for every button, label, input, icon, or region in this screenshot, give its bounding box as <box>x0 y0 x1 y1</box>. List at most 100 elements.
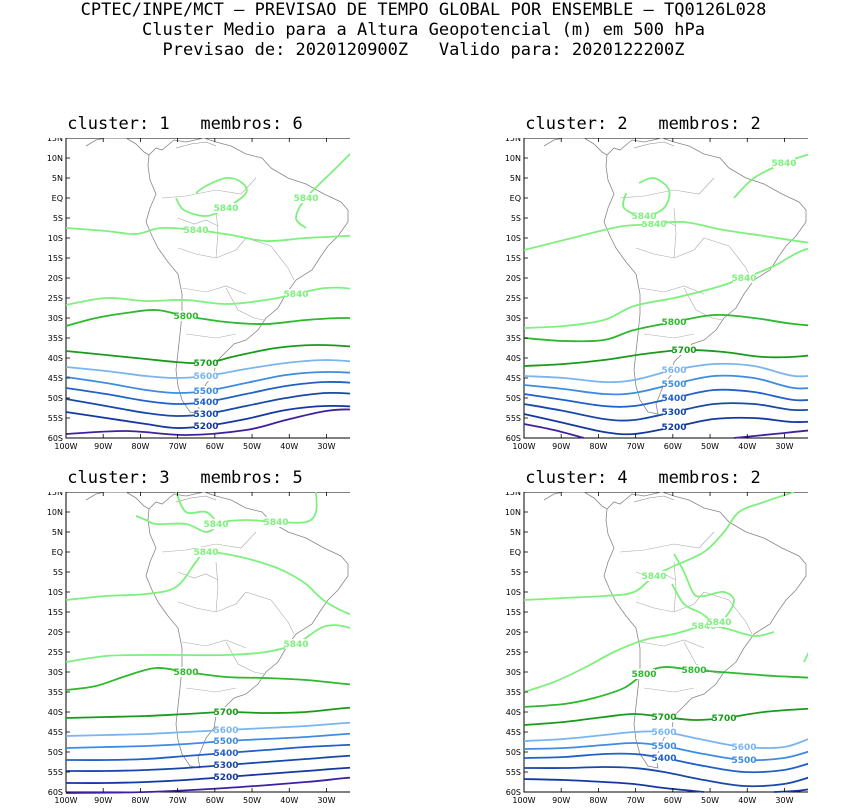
lat-label: 5N <box>52 528 63 537</box>
lon-label: 70W <box>627 442 645 451</box>
contour-label-5840: 5840 <box>731 274 756 284</box>
label-bg <box>175 311 197 321</box>
contour-label-5800: 5800 <box>661 318 686 328</box>
label-bg <box>195 421 217 431</box>
contour-label-5300: 5300 <box>213 761 238 771</box>
lat-label: 45S <box>48 728 63 737</box>
label-bg <box>733 273 755 283</box>
lat-label: 45S <box>48 374 63 383</box>
contour-label-5500: 5500 <box>193 387 218 397</box>
label-bg <box>215 203 237 213</box>
contour-label-5300: 5300 <box>193 410 218 420</box>
lat-label: 10S <box>506 588 521 597</box>
label-bg <box>663 407 685 417</box>
contour-5300 <box>523 766 808 788</box>
lon-label: 100W <box>54 796 77 805</box>
country-border <box>683 287 723 321</box>
label-bg <box>653 741 675 751</box>
label-bg <box>733 742 755 752</box>
lat-label: 10N <box>505 154 521 163</box>
contour-label-5840: 5840 <box>203 520 228 530</box>
lat-label: 55S <box>48 768 63 777</box>
contour-5840 <box>135 492 217 533</box>
lon-label: 40W <box>738 442 756 451</box>
lat-label: 20S <box>48 628 63 637</box>
lon-label: 100W <box>512 796 535 805</box>
contour-label-5500: 5500 <box>213 737 238 747</box>
contour-5840 <box>175 176 248 217</box>
contour-label-5800: 5800 <box>631 670 656 680</box>
contour-label-5700: 5700 <box>213 708 238 718</box>
label-bg <box>215 725 237 735</box>
contour-5840 <box>671 553 735 624</box>
contour-label-5500: 5500 <box>731 756 756 766</box>
lat-label: 5N <box>52 174 63 183</box>
label-bg <box>195 358 217 368</box>
lat-label: EQ <box>510 194 521 203</box>
country-border <box>673 561 677 613</box>
lon-label: 50W <box>701 796 719 805</box>
caribbean-outline <box>175 495 217 503</box>
lon-label: 30W <box>775 796 793 805</box>
south-america-outline <box>145 492 349 769</box>
lat-label: 10S <box>48 234 63 243</box>
contour-5840 <box>523 220 808 251</box>
contours <box>523 492 808 793</box>
lat-label: 30S <box>506 314 521 323</box>
lat-label: 15S <box>48 608 63 617</box>
lat-label: 55S <box>506 414 521 423</box>
label-bg <box>195 386 217 396</box>
contour-5800 <box>65 309 350 327</box>
contour-label-5500: 5500 <box>661 380 686 390</box>
panel-cluster-3: cluster: 3 membros: 5 5840 5840 5840 5840 58… <box>20 468 350 808</box>
contour-label-5840: 5840 <box>706 618 731 628</box>
lon-label: 80W <box>589 442 607 451</box>
lat-label: 50S <box>48 394 63 403</box>
central-america-outline <box>85 492 150 510</box>
label-bg <box>643 219 665 229</box>
lon-label: 100W <box>512 442 535 451</box>
contour-5100 <box>65 408 350 436</box>
country-border <box>619 177 715 199</box>
label-bg <box>773 158 795 168</box>
lat-label: 25S <box>48 294 63 303</box>
lat-label: EQ <box>510 548 521 557</box>
contour-5200 <box>773 788 808 793</box>
contour-5500 <box>523 374 808 396</box>
contour-label-5700: 5700 <box>651 713 676 723</box>
panel-title: cluster: 1 membros: 6 <box>67 114 303 134</box>
contour-label-5200: 5200 <box>193 422 218 432</box>
contour-5840 <box>523 492 795 601</box>
contour-5200 <box>65 405 350 429</box>
lat-label: 5S <box>511 568 521 577</box>
lon-label: 60W <box>206 796 224 805</box>
lat-label: 10N <box>505 508 521 517</box>
contour-5840 <box>65 286 350 306</box>
contour-5600 <box>523 362 808 384</box>
contour-label-5800: 5800 <box>173 312 198 322</box>
contour-label-5840: 5840 <box>263 518 288 528</box>
label-bg <box>673 345 695 355</box>
contour-label-5840: 5840 <box>691 622 716 632</box>
contour-5100 <box>733 429 808 439</box>
central-america-outline <box>543 492 608 510</box>
country-border <box>225 287 265 321</box>
country-border <box>245 237 295 281</box>
lon-label: 70W <box>627 796 645 805</box>
lat-label: 40S <box>48 708 63 717</box>
lat-label: 60S <box>48 434 63 443</box>
contour-label-5840: 5840 <box>641 572 666 582</box>
contour-label-5600: 5600 <box>651 728 676 738</box>
lat-label: 50S <box>506 394 521 403</box>
contour-5800 <box>523 665 808 708</box>
lon-label: 40W <box>280 442 298 451</box>
contour-5600 <box>65 359 350 379</box>
lat-label: 5N <box>510 528 521 537</box>
map-cluster-2: 5840584058405840580057005600550054005300… <box>505 138 808 451</box>
label-bg <box>733 755 755 765</box>
contour-label-5400: 5400 <box>213 749 238 759</box>
contour-5100 <box>523 423 585 439</box>
map-cluster-4: 5840584058405840580058005700570056005600… <box>505 492 808 805</box>
contour-5200 <box>523 413 808 436</box>
